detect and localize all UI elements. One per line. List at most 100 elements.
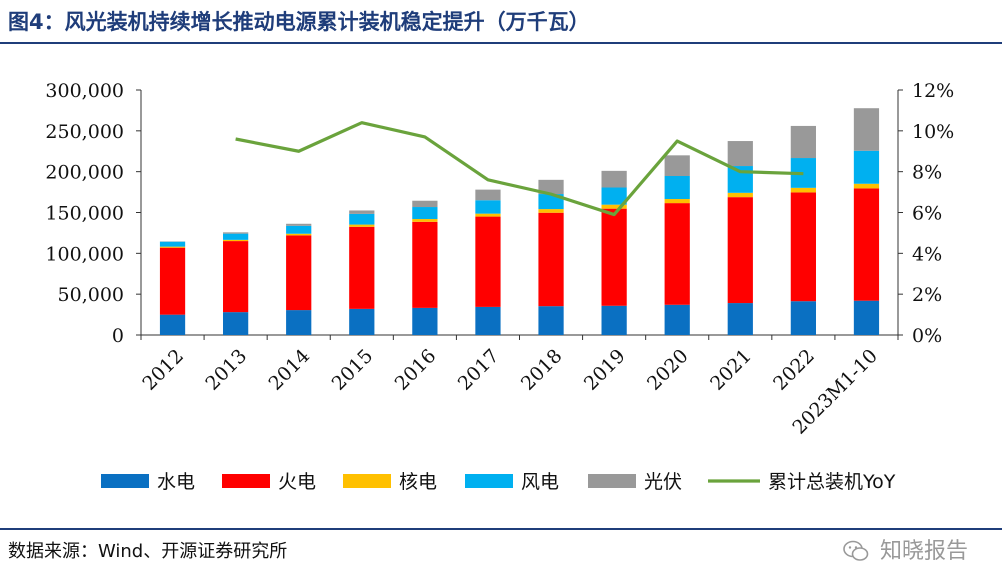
bar-solar [601, 170, 627, 188]
chart-axes: 0 50,000 100,000 150,000 200,000 250,000 300,0… [45, 80, 954, 347]
watermark: 知晓报告 [843, 533, 968, 565]
bar-wind [349, 213, 375, 225]
y-left-tick-label: 0 [112, 325, 124, 347]
bar-nuclear [664, 199, 690, 204]
legend-swatch-solar [588, 474, 636, 488]
x-tick-label: 2020 [643, 345, 693, 395]
bar-wind [475, 200, 501, 214]
chart-x-tick-labels: 2012 2013 2014 2015 2016 2017 2018 2019 2020 2021… [138, 345, 882, 439]
bar-thermal [286, 235, 312, 311]
bar-nuclear [790, 187, 816, 193]
legend-label-hydro: 水电 [157, 471, 195, 493]
y-left-tick-label: 250,000 [45, 121, 124, 143]
bar-nuclear [853, 183, 880, 189]
bar-hydro [538, 306, 564, 335]
x-tick-label: 2022 [769, 345, 819, 395]
bar-thermal [475, 216, 501, 307]
y-left-tick-label: 300,000 [45, 80, 124, 102]
y-right-tick-label: 4% [912, 243, 942, 265]
x-tick-label: 2018 [517, 345, 567, 395]
bar-wind [159, 241, 186, 247]
y-left-tick-label: 200,000 [45, 162, 124, 184]
title-divider [0, 42, 1002, 44]
y-right-tick-label: 8% [912, 162, 942, 184]
y-right-tick-label: 0% [912, 325, 942, 347]
bar-nuclear [727, 192, 753, 198]
bar-nuclear [159, 246, 186, 248]
x-tick-label: 2015 [328, 345, 378, 395]
bar-solar [538, 179, 564, 195]
legend-swatch-wind [465, 474, 513, 488]
bar-nuclear [349, 224, 375, 227]
bar-solar [286, 223, 312, 226]
bar-hydro [412, 307, 438, 335]
legend-label-nuclear: 核电 [399, 471, 437, 493]
legend-label-wind: 风电 [521, 471, 559, 493]
x-tick-label: 2016 [391, 345, 441, 395]
bar-solar [412, 200, 438, 208]
y-right-tick-label: 6% [912, 203, 942, 225]
bar-hydro [286, 310, 312, 335]
yoy-series-line [235, 121, 804, 217]
y-left-tick-label: 150,000 [45, 203, 124, 225]
bar-nuclear [412, 219, 438, 222]
bar-thermal [159, 247, 186, 315]
bar-wind [412, 207, 438, 220]
bar-thermal [349, 226, 375, 309]
bar-nuclear [223, 239, 249, 242]
wechat-icon [843, 540, 869, 561]
bar-hydro [727, 303, 753, 335]
chart-legend: 水电 火电 核电 风电 光伏 累计总装机YoY [101, 471, 896, 493]
legend-label-solar: 光伏 [644, 471, 682, 493]
bar-nuclear [475, 213, 501, 217]
chart-yoy-line [235, 121, 804, 217]
bar-hydro [601, 305, 627, 335]
bar-thermal [223, 241, 249, 313]
bar-wind [664, 175, 690, 200]
bar-solar [790, 125, 816, 159]
x-tick-label: 2014 [264, 345, 314, 395]
bar-wind [223, 233, 249, 240]
bar-solar [475, 189, 501, 201]
bar-nuclear [601, 204, 627, 209]
chart-bars [159, 108, 880, 335]
bar-hydro [475, 306, 501, 335]
x-tick-label: 2013 [201, 345, 251, 395]
y-right-tick-label: 2% [912, 284, 942, 306]
x-tick-label: 2019 [580, 345, 630, 395]
bar-thermal [727, 197, 753, 304]
bar-hydro [349, 308, 375, 335]
bar-thermal [853, 188, 880, 301]
y-right-tick-label: 12% [912, 80, 954, 102]
bar-thermal [664, 203, 690, 305]
x-tick-label: 2021 [706, 345, 756, 395]
bar-hydro [664, 304, 690, 335]
y-left-tick-label: 50,000 [58, 284, 124, 306]
y-left-tick-label: 100,000 [45, 243, 124, 265]
bar-hydro [223, 312, 249, 335]
bar-solar [664, 155, 690, 176]
bar-solar [727, 141, 753, 167]
bar-thermal [538, 212, 564, 307]
legend-swatch-thermal [222, 474, 270, 488]
bar-thermal [790, 192, 816, 302]
bar-wind [286, 225, 312, 234]
y-right-tick-label: 10% [912, 121, 954, 143]
legend-label-yoy: 累计总装机YoY [768, 471, 896, 493]
x-tick-label: 2012 [138, 345, 188, 395]
bar-wind [853, 150, 880, 184]
bar-hydro [159, 314, 186, 335]
bar-solar [853, 108, 880, 151]
legend-swatch-nuclear [343, 474, 391, 488]
bar-thermal [601, 208, 627, 306]
x-tick-label: 2017 [454, 345, 504, 395]
figure-title: 图4：风光装机持续增长推动电源累计装机稳定提升（万千瓦） [8, 10, 590, 34]
watermark-text: 知晓报告 [879, 539, 968, 564]
chart: 0 50,000 100,000 150,000 200,000 250,000 300,0… [45, 80, 954, 493]
legend-label-thermal: 火电 [278, 471, 316, 493]
bar-thermal [412, 221, 438, 308]
bar-wind [601, 187, 627, 205]
legend-swatch-hydro [101, 474, 149, 488]
footer-divider [0, 528, 1002, 530]
source-note: 数据来源：Wind、开源证券研究所 [8, 541, 288, 562]
